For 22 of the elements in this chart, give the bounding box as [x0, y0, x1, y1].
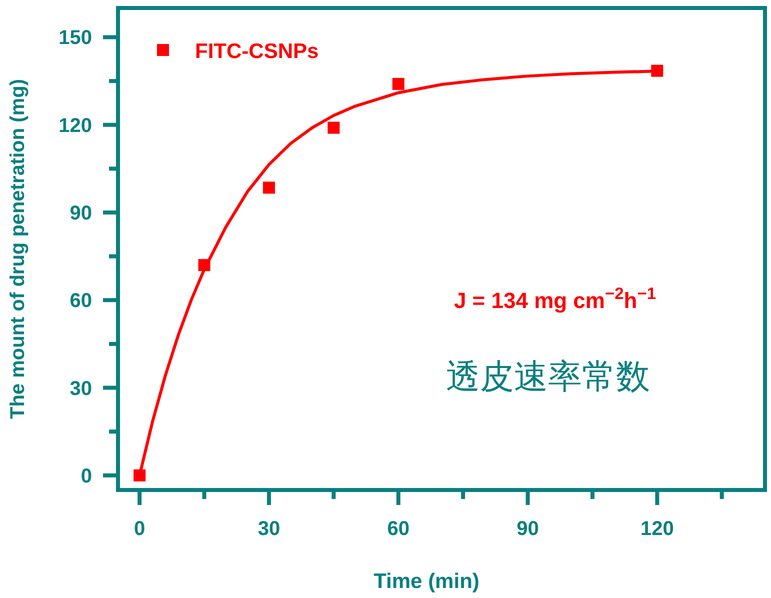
y-tick-label: 90 — [70, 202, 92, 224]
y-tick-label: 0 — [80, 465, 92, 488]
y-tick-label: 30 — [70, 378, 92, 400]
x-tick-label: 60 — [387, 518, 410, 540]
y-axis-title: The mount of drug penetration (mg) — [7, 79, 29, 419]
legend-label: FITC-CSNPs — [195, 40, 319, 63]
x-tick-label: 30 — [258, 518, 280, 540]
x-tick-label: 0 — [134, 518, 146, 540]
point — [198, 259, 210, 272]
x-axis-title: Time (min) — [374, 570, 480, 593]
point — [651, 64, 664, 77]
annotation: J = 134 mg cm$^{−2}$h$^{−1}$ — [454, 285, 656, 313]
point — [328, 122, 340, 134]
y-tick-label: 150 — [58, 27, 92, 50]
annotation: 透皮速率常数 — [446, 359, 650, 396]
y-tick-label: 60 — [70, 290, 92, 312]
point — [262, 182, 275, 194]
x-tick-label: 120 — [640, 518, 674, 540]
y-tick-label: 120 — [58, 114, 92, 137]
point — [392, 78, 404, 90]
x-tick-label: 90 — [516, 518, 539, 540]
point — [134, 469, 146, 482]
